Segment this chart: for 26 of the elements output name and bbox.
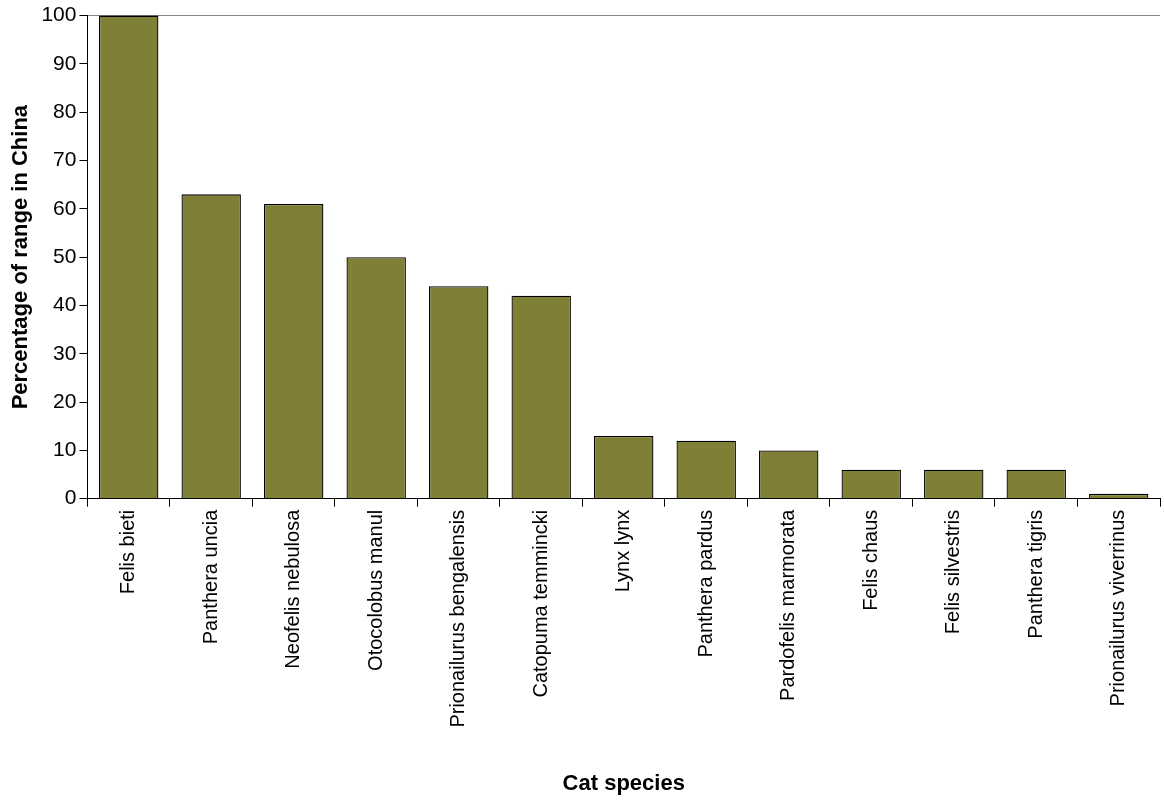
- y-tick-label: 40: [53, 292, 77, 316]
- y-tick-label: 20: [53, 388, 77, 412]
- x-tick-label: Felis bieti: [116, 509, 139, 595]
- x-tick-label: Neofelis nebulosa: [281, 508, 304, 669]
- x-tick-label: Otocolobus manul: [363, 509, 386, 671]
- x-axis-title: Cat species: [562, 769, 685, 795]
- x-tick-label: Prionailurus viverrinus: [1106, 509, 1129, 707]
- x-tick-label: Panthera uncia: [198, 508, 221, 645]
- y-tick-label: 50: [53, 243, 77, 267]
- x-tick-label: Catopuma temmincki: [528, 509, 551, 698]
- y-tick-label: 90: [53, 50, 77, 74]
- y-tick-label: 80: [53, 99, 77, 123]
- y-tick-label: 60: [53, 195, 77, 219]
- y-tick-label: 70: [53, 147, 77, 171]
- x-tick-label: Prionailurus bengalensis: [446, 509, 469, 728]
- y-tick-label: 0: [64, 485, 77, 509]
- y-tick-label: 10: [53, 437, 77, 461]
- y-tick-label: 30: [53, 340, 77, 364]
- x-tick-label: Pardofelis marmorata: [776, 508, 799, 701]
- y-axis-title: Percentage of range in China: [7, 104, 33, 410]
- x-tick-label: Felis chaus: [858, 509, 881, 611]
- y-tick-label: 100: [41, 2, 77, 26]
- x-tick-label: Felis silvestris: [941, 509, 964, 635]
- x-tick-label: Panthera pardus: [693, 509, 716, 658]
- x-tick-label: Panthera tigris: [1023, 509, 1046, 639]
- x-tick-label: Lynx lynx: [611, 509, 634, 593]
